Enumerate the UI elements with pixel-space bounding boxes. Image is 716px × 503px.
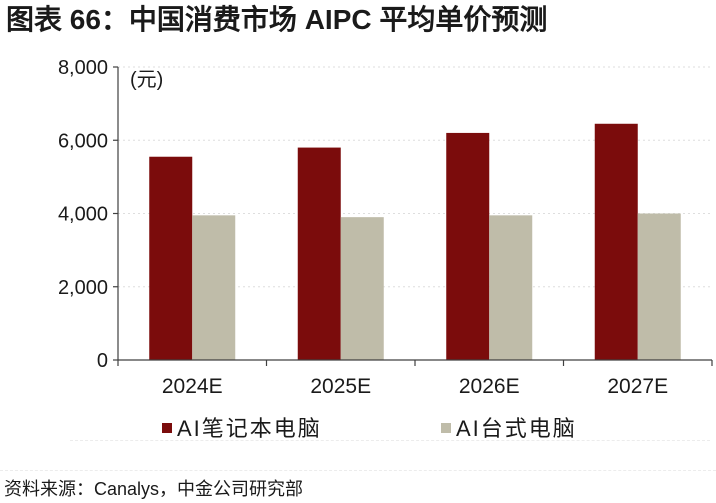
x-tick-label: 2027E (607, 375, 668, 398)
bar-ai-desktop-2026e (489, 215, 533, 360)
source-note: 资料来源：Canalys，中金公司研究部 (4, 479, 304, 499)
y-tick-label: 6,000 (58, 130, 108, 152)
legend-swatch-ai-desktop (441, 423, 451, 433)
bar-ai-notebook-2027e (594, 123, 638, 360)
bar-ai-notebook-2025e (297, 147, 341, 360)
legend-label-ai-notebook: AI笔记本电脑 (177, 416, 322, 441)
divider (70, 440, 710, 441)
bars (149, 123, 681, 360)
x-tick-label: 2025E (310, 375, 371, 398)
figure-title: 图表 66：中国消费市场 AIPC 平均单价预测 (6, 4, 548, 35)
bar-ai-notebook-2026e (446, 132, 490, 360)
x-tick-label: 2026E (459, 375, 520, 398)
bar-ai-desktop-2027e (637, 213, 681, 360)
legend-label-ai-desktop: AI台式电脑 (456, 416, 577, 441)
y-tick-label: 2,000 (58, 277, 108, 299)
bar-ai-desktop-2024e (192, 215, 236, 360)
y-tick-label: 8,000 (58, 57, 108, 79)
legend: AI笔记本电脑 AI台式电脑 (162, 416, 577, 441)
x-tick-label: 2024E (162, 375, 223, 398)
y-tick-label: 4,000 (58, 204, 108, 226)
y-axis-ticks: 0 2,000 4,000 6,000 8,000 (58, 57, 118, 372)
bar-ai-notebook-2024e (149, 156, 193, 360)
bar-ai-desktop-2025e (340, 217, 384, 360)
y-axis-unit-label: (元) (130, 69, 163, 91)
x-axis-ticks: 2024E 2025E 2026E 2027E (117, 360, 713, 398)
y-tick-label: 0 (97, 350, 108, 372)
divider (0, 470, 716, 471)
legend-swatch-ai-notebook (162, 423, 172, 433)
